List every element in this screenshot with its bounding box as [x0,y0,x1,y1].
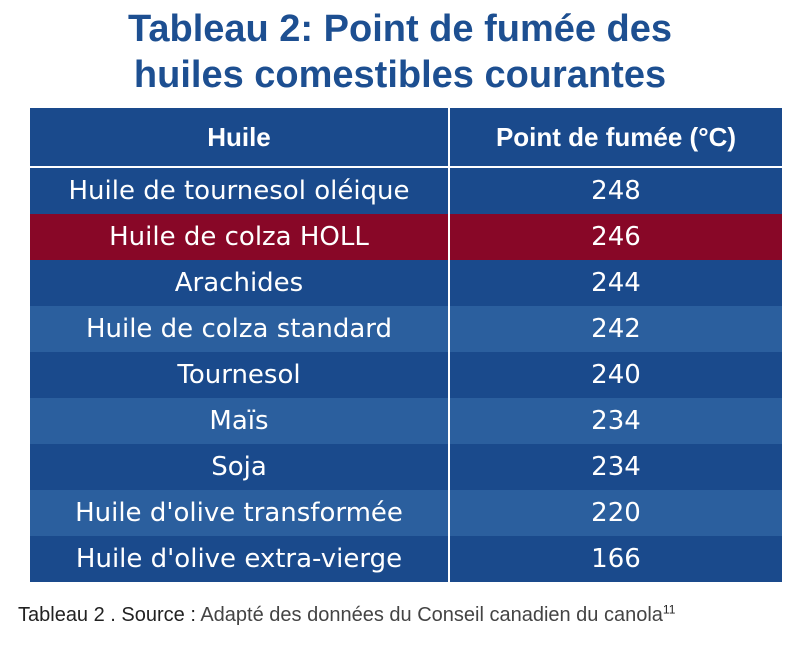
source-caption: Tableau 2 . Source : Adapté des données … [18,602,676,627]
header-smoke-point: Point de fumée (°C) [449,108,782,168]
table-row: Arachides 244 [30,260,782,306]
cell-oil-name: Tournesol [30,352,450,398]
title-line-2: huiles comestibles courantes [133,54,667,96]
cell-oil-name: Huile de colza standard [30,306,450,352]
cell-oil-name: Huile de tournesol oléique [30,167,450,214]
header-oil: Huile [30,108,450,168]
cell-smoke-point: 220 [449,490,782,536]
cell-smoke-point: 240 [449,352,782,398]
table-row: Huile de colza standard 242 [30,306,782,352]
cell-oil-name: Arachides [30,260,450,306]
cell-smoke-point: 248 [449,167,782,214]
table-row: Huile d'olive transformée 220 [30,490,782,536]
cell-oil-name: Soja [30,444,450,490]
source-text: Adapté des données du Conseil canadien d… [200,604,663,626]
cell-smoke-point: 166 [449,536,782,582]
table-row: Soja 234 [30,444,782,490]
cell-oil-name: Huile de colza HOLL [30,214,450,260]
cell-smoke-point: 234 [449,444,782,490]
cell-oil-name: Huile d'olive transformée [30,490,450,536]
cell-smoke-point: 246 [449,214,782,260]
source-footnote: 11 [662,602,676,617]
cell-oil-name: Maïs [30,398,450,444]
table-row: Huile de tournesol oléique 248 [30,167,782,214]
smoke-point-table: Huile Point de fumée (°C) Huile de tourn… [30,108,782,582]
table-row: Tournesol 240 [30,352,782,398]
cell-smoke-point: 234 [449,398,782,444]
title-line-1: Tableau 2: Point de fumée des [127,8,673,50]
table-body: Huile de tournesol oléique 248 Huile de co… [30,167,782,582]
cell-smoke-point: 244 [449,260,782,306]
source-label: Tableau 2 . Source : [18,604,196,626]
table-row: Huile de colza HOLL 246 [30,214,782,260]
table-title: Tableau 2: Point de fumée des huiles com… [0,6,800,98]
table-header-row: Huile Point de fumée (°C) [30,108,782,168]
cell-smoke-point: 242 [449,306,782,352]
cell-oil-name: Huile d'olive extra-vierge [30,536,450,582]
table-row: Maïs 234 [30,398,782,444]
table-row: Huile d'olive extra-vierge 166 [30,536,782,582]
